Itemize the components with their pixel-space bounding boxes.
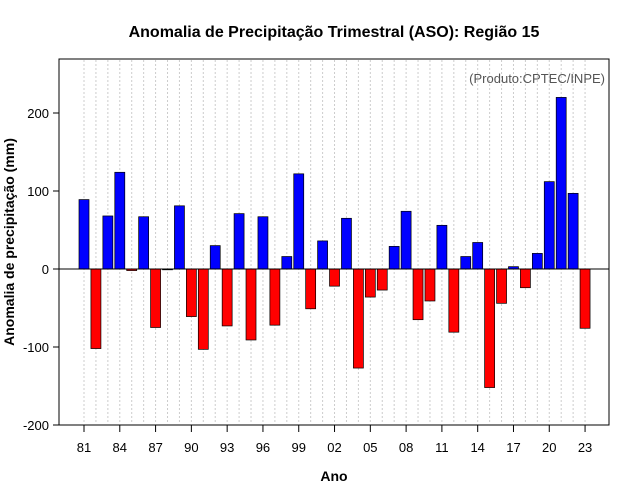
bar-series	[78, 97, 591, 388]
y-axis-title: Anomalia de precipitação (mm)	[1, 138, 17, 346]
x-tick-label: 96	[256, 440, 270, 455]
bar-2009	[412, 268, 424, 321]
bar-2004	[353, 268, 364, 369]
x-tick-label: 08	[399, 440, 413, 455]
bar-2019	[531, 253, 543, 270]
bar-1992	[209, 245, 221, 270]
bar-1983	[102, 215, 114, 270]
x-tick-label: 84	[113, 440, 127, 455]
grid-lines	[83, 60, 586, 424]
bar-2010	[424, 268, 436, 302]
bar-1987	[150, 268, 161, 328]
y-tick-label: -100	[23, 340, 49, 355]
x-tick-label: 11	[435, 440, 449, 455]
bar-1984	[114, 171, 126, 270]
bar-1981	[78, 199, 90, 270]
x-axis-title: Ano	[320, 468, 347, 484]
bar-1986	[138, 216, 149, 270]
bar-2011	[436, 224, 448, 270]
source-annotation: (Produto:CPTEC/INPE)	[469, 71, 605, 86]
bar-2005	[364, 268, 376, 298]
y-tick-label: -200	[23, 418, 49, 433]
x-tick-label: 05	[363, 440, 377, 455]
bar-2007	[388, 246, 400, 270]
bar-2018	[520, 268, 531, 289]
bar-2021	[555, 97, 567, 270]
x-axis: 81 84 87 90 93 96 99 02 05 08 11 14 17 20 23	[77, 425, 592, 455]
bar-1995	[245, 268, 257, 341]
x-tick-label: 93	[220, 440, 234, 455]
chart-title: Anomalia de Precipitação Trimestral (ASO…	[129, 24, 540, 41]
bar-2012	[448, 268, 460, 333]
bar-1996	[257, 216, 269, 270]
bar-1990	[186, 268, 197, 317]
bar-1993	[221, 268, 233, 327]
x-tick-label: 81	[77, 440, 91, 455]
x-tick-label: 23	[578, 440, 592, 455]
bar-2022	[567, 192, 579, 270]
bar-2016	[496, 268, 507, 304]
bar-1997	[269, 268, 281, 326]
y-tick-label: 200	[27, 106, 49, 121]
x-tick-label: 87	[148, 440, 162, 455]
bar-1989	[174, 205, 185, 270]
x-tick-label: 20	[542, 440, 556, 455]
bar-2008	[400, 210, 412, 270]
bar-2020	[543, 181, 555, 270]
y-tick-label: 100	[27, 184, 49, 199]
x-tick-label: 90	[184, 440, 198, 455]
x-tick-label: 02	[327, 440, 341, 455]
bar-2013	[460, 256, 472, 270]
bar-2003	[341, 217, 352, 270]
bar-2023	[579, 268, 591, 329]
bar-2001	[317, 240, 328, 270]
bar-2000	[305, 268, 317, 310]
y-tick-label: 0	[42, 262, 49, 277]
bar-1998	[281, 256, 293, 270]
bar-2014	[472, 242, 484, 270]
bar-2006	[376, 268, 388, 291]
bar-1999	[293, 173, 305, 270]
x-tick-label: 14	[470, 440, 484, 455]
plot-frame	[58, 58, 610, 426]
y-axis: -200 -100 0 100 200	[23, 106, 59, 433]
x-tick-label: 17	[506, 440, 520, 455]
bar-1991	[197, 268, 209, 350]
bar-1994	[233, 213, 245, 270]
bar-1982	[90, 268, 102, 349]
bar-2015	[484, 268, 495, 388]
bar-2002	[329, 268, 340, 287]
x-tick-label: 99	[292, 440, 306, 455]
